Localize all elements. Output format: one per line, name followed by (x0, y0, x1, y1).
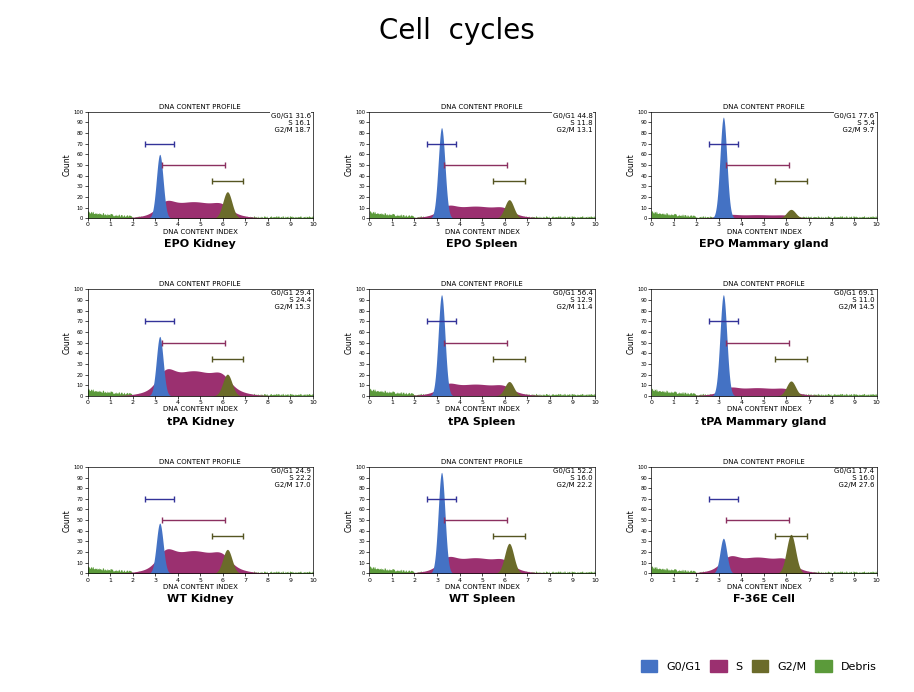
Y-axis label: Count: Count (626, 331, 635, 354)
Text: EPO Mammary gland: EPO Mammary gland (699, 239, 829, 249)
Y-axis label: Count: Count (63, 509, 72, 531)
Y-axis label: Count: Count (345, 509, 354, 531)
Y-axis label: Count: Count (63, 154, 72, 176)
Title: DNA CONTENT PROFILE: DNA CONTENT PROFILE (723, 104, 805, 110)
Title: DNA CONTENT PROFILE: DNA CONTENT PROFILE (441, 459, 523, 465)
Title: DNA CONTENT PROFILE: DNA CONTENT PROFILE (159, 459, 241, 465)
Text: WT Spleen: WT Spleen (449, 594, 515, 604)
Text: G0/G1 24.9
     S 22.2
  G2/M 17.0: G0/G1 24.9 S 22.2 G2/M 17.0 (271, 468, 311, 488)
X-axis label: DNA CONTENT INDEX: DNA CONTENT INDEX (727, 406, 802, 412)
Text: WT Kidney: WT Kidney (167, 594, 234, 604)
Text: tPA Kidney: tPA Kidney (166, 417, 234, 426)
X-axis label: DNA CONTENT INDEX: DNA CONTENT INDEX (163, 406, 238, 412)
Text: G0/G1 29.4
     S 24.4
  G2/M 15.3: G0/G1 29.4 S 24.4 G2/M 15.3 (271, 291, 311, 310)
X-axis label: DNA CONTENT INDEX: DNA CONTENT INDEX (163, 229, 238, 235)
Title: DNA CONTENT PROFILE: DNA CONTENT PROFILE (159, 104, 241, 110)
Text: G0/G1 17.4
     S 16.0
  G2/M 27.6: G0/G1 17.4 S 16.0 G2/M 27.6 (834, 468, 875, 488)
Text: F-36E Cell: F-36E Cell (733, 594, 795, 604)
Y-axis label: Count: Count (345, 154, 354, 176)
Title: DNA CONTENT PROFILE: DNA CONTENT PROFILE (723, 282, 805, 287)
Text: G0/G1 52.2
     S 16.0
  G2/M 22.2: G0/G1 52.2 S 16.0 G2/M 22.2 (552, 468, 592, 488)
Text: EPO Kidney: EPO Kidney (165, 239, 236, 249)
X-axis label: DNA CONTENT INDEX: DNA CONTENT INDEX (445, 229, 519, 235)
Y-axis label: Count: Count (345, 331, 354, 354)
X-axis label: DNA CONTENT INDEX: DNA CONTENT INDEX (163, 584, 238, 590)
Title: DNA CONTENT PROFILE: DNA CONTENT PROFILE (723, 459, 805, 465)
Text: G0/G1 69.1
     S 11.0
  G2/M 14.5: G0/G1 69.1 S 11.0 G2/M 14.5 (834, 291, 875, 310)
Text: G0/G1 44.8
     S 11.8
  G2/M 13.1: G0/G1 44.8 S 11.8 G2/M 13.1 (552, 113, 592, 133)
Text: G0/G1 31.6
     S 16.1
  G2/M 18.7: G0/G1 31.6 S 16.1 G2/M 18.7 (271, 113, 311, 133)
Text: G0/G1 77.6
     S 5.4
  G2/M 9.7: G0/G1 77.6 S 5.4 G2/M 9.7 (834, 113, 875, 133)
Y-axis label: Count: Count (63, 331, 72, 354)
Legend: G0/G1, S, G2/M, Debris: G0/G1, S, G2/M, Debris (636, 656, 881, 676)
Y-axis label: Count: Count (626, 154, 635, 176)
Title: DNA CONTENT PROFILE: DNA CONTENT PROFILE (441, 104, 523, 110)
Title: DNA CONTENT PROFILE: DNA CONTENT PROFILE (159, 282, 241, 287)
Text: Cell  cycles: Cell cycles (379, 17, 535, 45)
X-axis label: DNA CONTENT INDEX: DNA CONTENT INDEX (727, 584, 802, 590)
X-axis label: DNA CONTENT INDEX: DNA CONTENT INDEX (445, 406, 519, 412)
Text: EPO Spleen: EPO Spleen (446, 239, 518, 249)
Y-axis label: Count: Count (626, 509, 635, 531)
Text: tPA Spleen: tPA Spleen (449, 417, 515, 426)
Text: tPA Mammary gland: tPA Mammary gland (701, 417, 826, 426)
Text: G0/G1 56.4
     S 12.9
  G2/M 11.4: G0/G1 56.4 S 12.9 G2/M 11.4 (552, 291, 592, 310)
X-axis label: DNA CONTENT INDEX: DNA CONTENT INDEX (445, 584, 519, 590)
Title: DNA CONTENT PROFILE: DNA CONTENT PROFILE (441, 282, 523, 287)
X-axis label: DNA CONTENT INDEX: DNA CONTENT INDEX (727, 229, 802, 235)
